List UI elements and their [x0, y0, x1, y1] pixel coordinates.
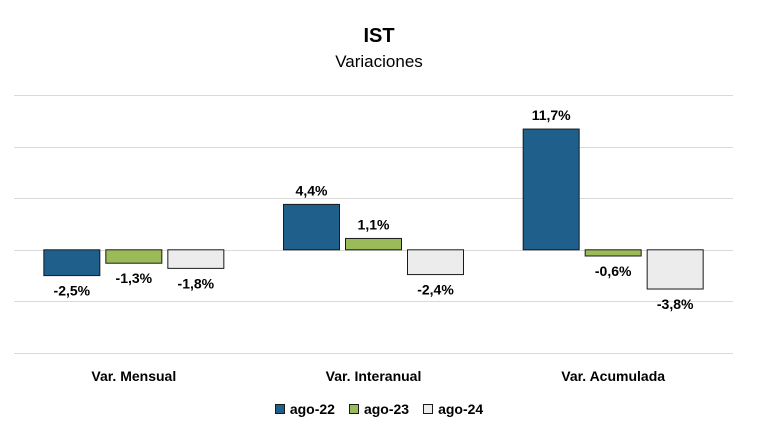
data-label: -2,5% — [54, 283, 91, 299]
legend-swatch-ago-23 — [348, 404, 359, 414]
legend-swatch-ago-22 — [274, 404, 285, 414]
data-label: 11,7% — [532, 107, 571, 123]
data-label: 4,4% — [296, 182, 328, 198]
legend-swatch-ago-24 — [423, 404, 434, 414]
category-label: Var. Mensual — [91, 368, 176, 384]
bar-ago-24 — [407, 249, 464, 276]
legend-item-ago-22: ago-22 — [274, 401, 335, 417]
bar-ago-22 — [522, 128, 580, 251]
legend-label-ago-23: ago-23 — [363, 401, 410, 417]
data-label: -3,8% — [657, 296, 694, 312]
bar-ago-22 — [43, 249, 101, 277]
bar-ago-24 — [167, 249, 225, 269]
bar-ago-24 — [646, 249, 704, 290]
category-label: Var. Acumulada — [561, 368, 665, 384]
legend-label-ago-24: ago-24 — [438, 401, 484, 417]
bar-ago-22 — [283, 203, 340, 251]
legend-item-ago-24: ago-24 — [423, 401, 483, 417]
data-label: -1,8% — [178, 275, 215, 291]
bar-ago-23 — [105, 249, 163, 264]
legend-item-ago-23: ago-23 — [348, 401, 410, 417]
data-label: 1,1% — [358, 216, 390, 232]
chart-title: IST — [363, 25, 395, 47]
bar-ago-23 — [584, 249, 642, 257]
data-label: -2,4% — [417, 282, 454, 298]
data-label: -0,6% — [595, 263, 632, 279]
category-label: Var. Interanual — [326, 368, 422, 384]
data-label: -1,3% — [116, 270, 153, 286]
bar-ago-23 — [345, 237, 402, 251]
legend-label-ago-22: ago-22 — [289, 401, 335, 417]
legend: ago-22 ago-23 ago-24 — [0, 401, 758, 417]
chart-subtitle: Variaciones — [335, 52, 423, 71]
